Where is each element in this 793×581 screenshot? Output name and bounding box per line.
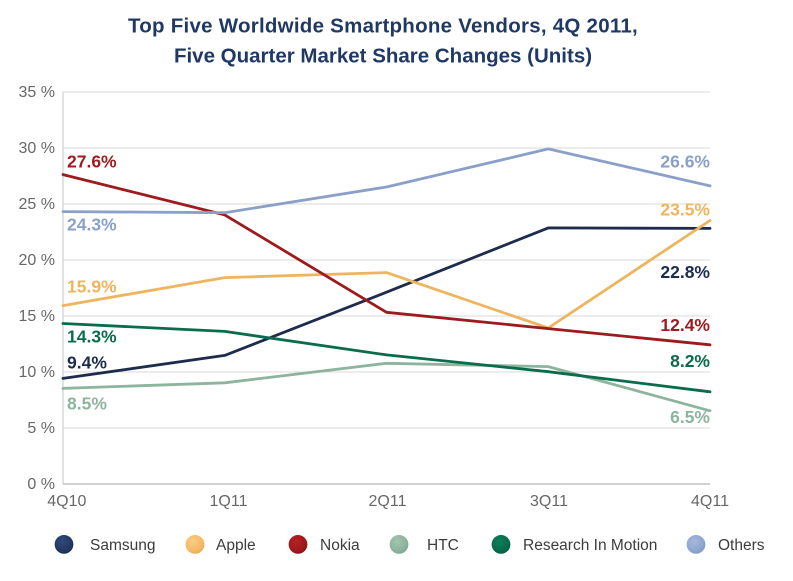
svg-text:2Q11: 2Q11: [369, 493, 407, 510]
svg-text:Top Five Worldwide Smartphone: Top Five Worldwide Smartphone Vendors, 4…: [128, 15, 638, 38]
svg-text:15 %: 15 %: [19, 308, 55, 325]
svg-text:24.3%: 24.3%: [67, 215, 117, 235]
svg-text:Apple: Apple: [216, 537, 256, 554]
svg-text:3Q11: 3Q11: [530, 493, 568, 510]
svg-text:9.4%: 9.4%: [67, 353, 107, 373]
svg-text:Samsung: Samsung: [90, 537, 155, 554]
svg-text:1Q11: 1Q11: [210, 493, 248, 510]
svg-text:26.6%: 26.6%: [660, 152, 710, 172]
svg-text:30 %: 30 %: [19, 140, 55, 157]
svg-text:HTC: HTC: [427, 537, 459, 554]
svg-text:25 %: 25 %: [19, 196, 55, 213]
svg-text:20 %: 20 %: [19, 252, 55, 269]
svg-text:12.4%: 12.4%: [660, 315, 710, 335]
svg-text:4Q10: 4Q10: [47, 493, 86, 510]
svg-text:Others: Others: [718, 537, 765, 554]
svg-text:Five Quarter Market Share Chan: Five Quarter Market Share Changes (Units…: [174, 45, 592, 68]
svg-text:8.2%: 8.2%: [670, 351, 710, 371]
svg-text:35 %: 35 %: [19, 84, 55, 101]
svg-text:27.6%: 27.6%: [67, 152, 117, 172]
svg-text:Research In Motion: Research In Motion: [523, 537, 657, 554]
svg-text:5 %: 5 %: [27, 420, 55, 437]
svg-text:10 %: 10 %: [19, 364, 55, 381]
svg-text:0 %: 0 %: [27, 476, 55, 493]
svg-text:22.8%: 22.8%: [660, 262, 710, 282]
svg-text:14.3%: 14.3%: [67, 327, 117, 347]
svg-text:23.5%: 23.5%: [660, 200, 710, 220]
svg-text:15.9%: 15.9%: [67, 276, 117, 296]
svg-text:4Q11: 4Q11: [691, 493, 729, 510]
svg-text:8.5%: 8.5%: [67, 394, 107, 414]
svg-text:6.5%: 6.5%: [670, 407, 710, 427]
svg-text:Nokia: Nokia: [320, 537, 360, 554]
